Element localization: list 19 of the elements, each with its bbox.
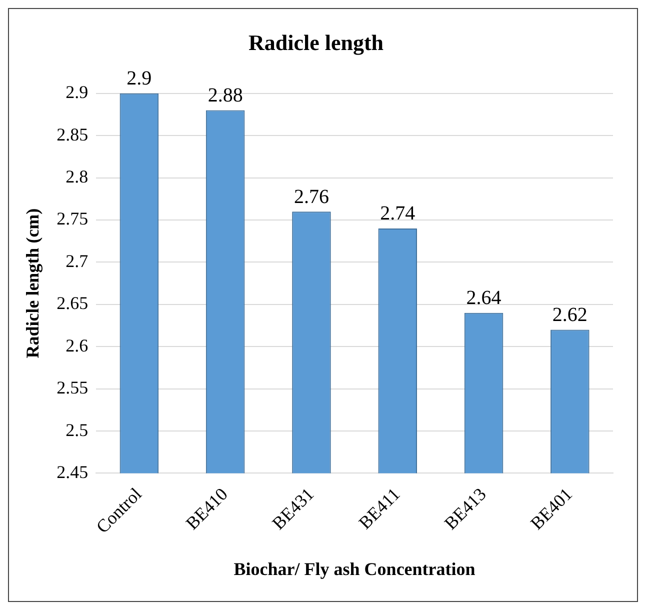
data-label: 2.62 [552, 304, 588, 326]
y-tick-label: 2.65 [56, 293, 88, 314]
y-tick-label: 2.55 [56, 378, 88, 398]
data-label: 2.9 [126, 68, 152, 90]
y-tick-label: 2.7 [66, 250, 88, 271]
y-tick-label: 2.6 [66, 335, 88, 356]
y-tick-label: 2.85 [56, 124, 88, 144]
chart-title: Radicle length [248, 30, 384, 55]
y-tick-label: 2.45 [56, 462, 88, 482]
y-axis-title: Radicle length (cm) [22, 208, 42, 358]
data-label: 2.74 [380, 202, 416, 225]
y-tick-label: 2.8 [66, 166, 88, 187]
y-tick-label: 2.9 [66, 82, 88, 102]
x-axis-title: Biochar/ Fly ash Concentration [234, 558, 476, 579]
y-tick-label: 2.75 [56, 208, 88, 229]
data-label: 2.88 [208, 84, 243, 107]
y-tick-label: 2.5 [66, 420, 88, 440]
data-label: 2.64 [466, 287, 502, 310]
data-label: 2.76 [294, 186, 329, 208]
